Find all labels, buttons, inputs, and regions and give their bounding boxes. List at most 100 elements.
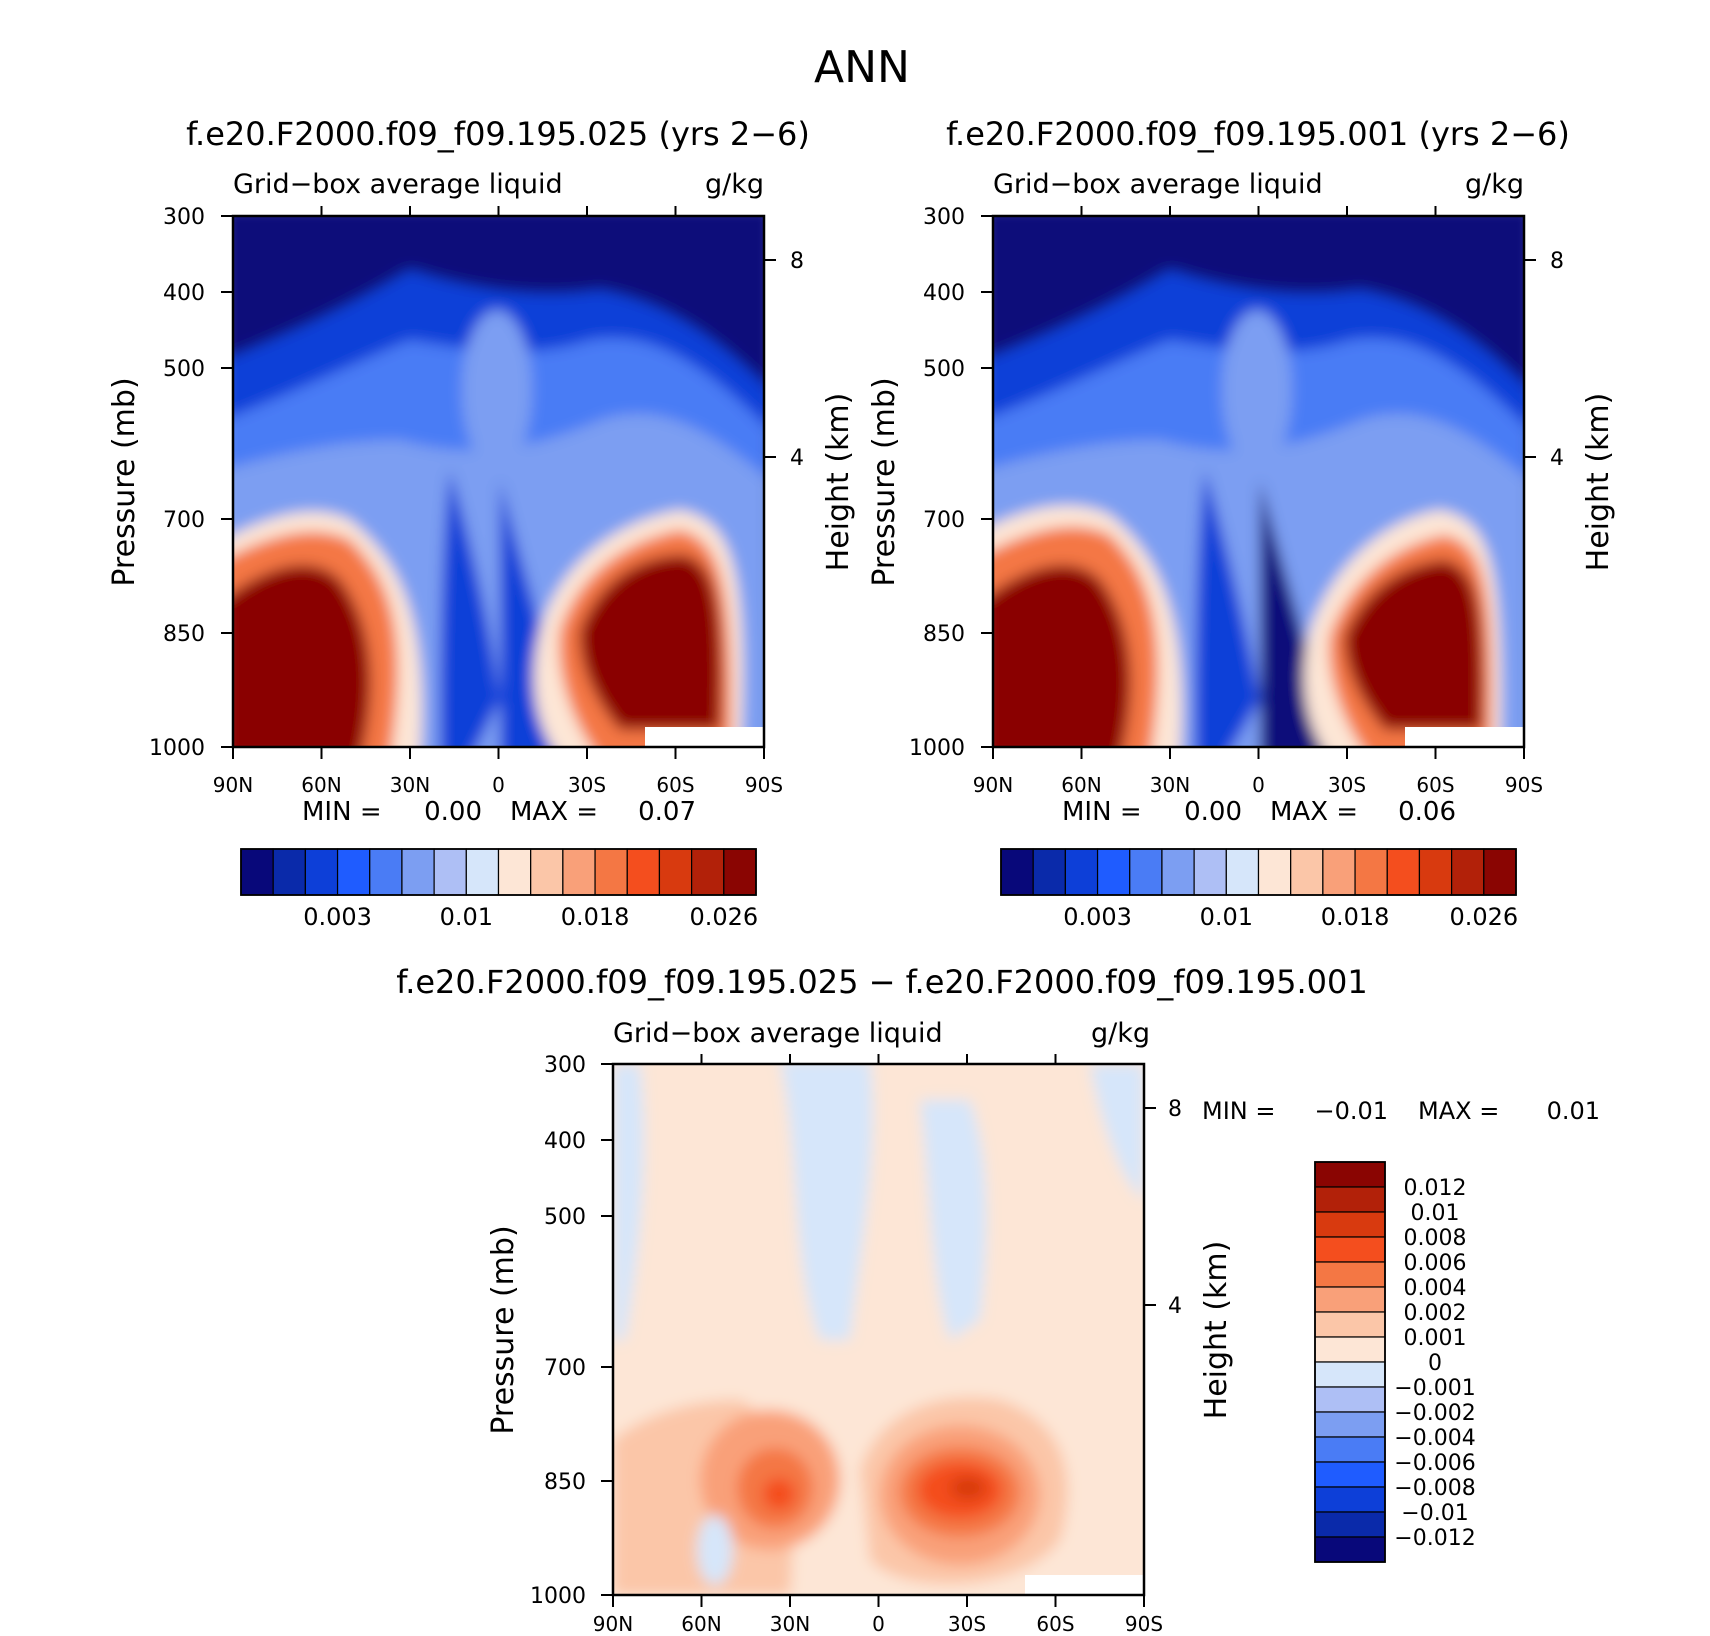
y-axis-right-label: Height (km) <box>821 393 856 572</box>
colorbar: 0.003 0.01 0.018 0.026 <box>240 848 758 931</box>
panel-difference: f.e20.F2000.f09_f09.195.025 − f.e20.F200… <box>396 963 1600 1636</box>
y-axis-right: 8 4 Height (km) <box>764 249 856 571</box>
y-axis-right: 8 4 Height (km) <box>1144 1097 1234 1419</box>
min-label: MIN = <box>1062 797 1142 827</box>
y-tick-label: 400 <box>163 281 205 306</box>
y-tick-label: 500 <box>923 357 965 382</box>
y-axis-label: Pressure (mb) <box>867 377 902 586</box>
colorbar-swatch <box>1322 848 1356 896</box>
colorbar-label: 0.01 <box>1200 903 1253 931</box>
colorbar-swatch <box>1314 1236 1386 1263</box>
colorbar-swatch <box>1064 848 1099 896</box>
colorbar-swatch <box>1314 1261 1386 1288</box>
colorbar-swatch <box>1451 848 1485 896</box>
x-tick-label: 90S <box>1125 1612 1163 1636</box>
colorbar-swatch <box>1314 1336 1386 1363</box>
colorbar-swatch <box>1314 1386 1386 1413</box>
colorbar-swatch <box>1314 1186 1386 1213</box>
y-tick-label: 1000 <box>909 736 965 761</box>
min-max-readout: MIN = 0.00 MAX = 0.07 <box>302 797 696 827</box>
x-tick-label: 90N <box>593 1612 633 1636</box>
colorbar-label: 0.01 <box>440 903 493 931</box>
variable-label: Grid−box average liquid <box>613 1018 943 1049</box>
colorbar-label: 0.026 <box>1449 903 1518 931</box>
min-value: 0.00 <box>1184 797 1242 827</box>
max-label: MAX = <box>1270 797 1358 827</box>
colorbar-swatch <box>1096 848 1131 896</box>
height-tick-label: 8 <box>1550 249 1564 274</box>
colorbar-swatch <box>1314 1311 1386 1338</box>
y-axis-right-label: Height (km) <box>1199 1241 1234 1420</box>
colorbar-label: −0.001 <box>1394 1376 1475 1401</box>
y-axis-label: Pressure (mb) <box>107 377 142 586</box>
colorbar-swatch <box>401 848 435 896</box>
colorbar-label: 0.026 <box>689 903 758 931</box>
colorbar-label: 0.018 <box>561 903 630 931</box>
x-tick-label: 30N <box>1150 773 1190 797</box>
x-tick-label: 90N <box>213 773 253 797</box>
x-tick-label: 90S <box>1505 773 1543 797</box>
max-label: MAX = <box>510 797 598 827</box>
colorbar-label: 0.004 <box>1404 1276 1467 1301</box>
colorbar-swatch <box>1314 1511 1386 1538</box>
colorbar-swatch <box>562 848 596 896</box>
colorbar-swatch <box>304 848 339 896</box>
x-tick-label: 60S <box>656 773 694 797</box>
y-tick-label: 850 <box>923 622 965 647</box>
colorbar-swatch <box>1314 1536 1386 1563</box>
colorbar-swatch <box>594 848 628 896</box>
y-axis-left: 300 400 500 700 850 1000 Pressure (mb) <box>107 205 233 761</box>
x-tick-label: 60N <box>681 1612 721 1636</box>
x-tick-label: 30S <box>1328 773 1366 797</box>
colorbar-swatch <box>1314 1436 1386 1463</box>
max-value: 0.07 <box>638 797 696 827</box>
colorbar-swatch <box>336 848 371 896</box>
colorbar-swatch <box>1193 848 1227 896</box>
x-axis: 90N 60N 30N 0 30S 60S 90S <box>973 206 1543 797</box>
x-tick-label: 60N <box>301 773 341 797</box>
units-label: g/kg <box>705 169 764 200</box>
x-tick-label: 30N <box>770 1612 810 1636</box>
colorbar-swatch <box>497 848 532 896</box>
colorbar-label: 0.006 <box>1404 1251 1467 1276</box>
colorbar-label: −0.004 <box>1394 1426 1475 1451</box>
colorbar-label: 0.003 <box>1063 903 1132 931</box>
colorbar-swatch <box>1314 1211 1386 1238</box>
x-tick-label: 90N <box>973 773 1013 797</box>
colorbar-swatch <box>1129 848 1163 896</box>
colorbar-swatch <box>626 848 661 896</box>
colorbar-label: 0.01 <box>1411 1201 1460 1226</box>
x-tick-label: 0 <box>872 1612 885 1636</box>
y-tick-label: 300 <box>163 205 205 230</box>
colorbar-label: −0.008 <box>1394 1476 1475 1501</box>
y-axis-right: 8 4 Height (km) <box>1524 249 1616 571</box>
x-tick-label: 90S <box>745 773 783 797</box>
colorbar-swatch <box>723 848 757 896</box>
colorbar-label: 0.008 <box>1404 1226 1467 1251</box>
colorbar: 0.003 0.01 0.018 0.026 <box>1000 848 1518 931</box>
colorbar-swatch <box>465 848 500 896</box>
min-max-readout: MIN = 0.00 MAX = 0.06 <box>1062 797 1456 827</box>
colorbar-swatch <box>1386 848 1421 896</box>
panel-title: f.e20.F2000.f09_f09.195.001 (yrs 2−6) <box>946 115 1570 153</box>
colorbar-swatch <box>1225 848 1260 896</box>
x-tick-label: 60S <box>1416 773 1454 797</box>
min-max-readout: MIN = −0.01 MAX = 0.01 <box>1202 1097 1600 1125</box>
colorbar-swatch <box>1314 1486 1386 1513</box>
x-tick-label: 30S <box>568 773 606 797</box>
y-tick-label: 1000 <box>530 1584 586 1609</box>
y-axis-label: Pressure (mb) <box>486 1225 521 1434</box>
colorbar-label: −0.002 <box>1394 1401 1475 1426</box>
y-tick-label: 300 <box>923 205 965 230</box>
colorbar-label: −0.006 <box>1394 1451 1475 1476</box>
colorbar-swatch <box>1314 1286 1386 1313</box>
max-value: 0.01 <box>1547 1097 1600 1125</box>
panel-top-left: f.e20.F2000.f09_f09.195.025 (yrs 2−6) Gr… <box>107 115 856 931</box>
colorbar-swatch <box>1000 848 1034 896</box>
panel-title: f.e20.F2000.f09_f09.195.025 (yrs 2−6) <box>186 115 810 153</box>
height-tick-label: 8 <box>1168 1097 1182 1122</box>
colorbar-swatch <box>658 848 693 896</box>
field-plot <box>233 216 764 747</box>
colorbar-swatch <box>1032 848 1066 896</box>
